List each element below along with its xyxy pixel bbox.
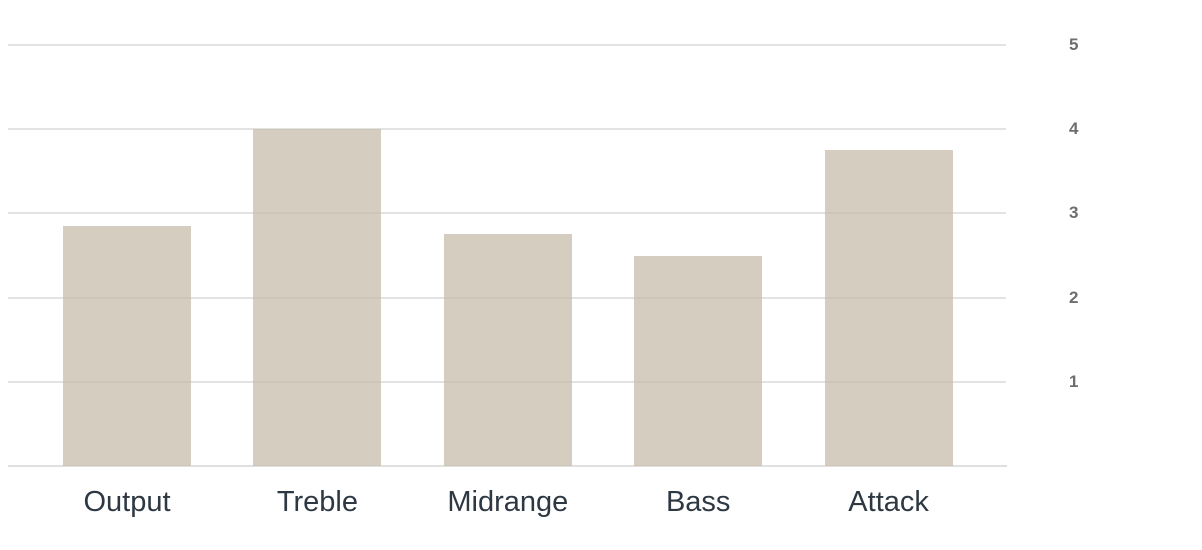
x-axis-category-label: Treble	[276, 486, 358, 518]
gridline	[8, 212, 1006, 215]
y-axis-tick-label: 5	[1069, 35, 1079, 54]
gridline	[8, 128, 1006, 131]
x-axis-line	[8, 465, 1007, 467]
x-axis-category-label: Midrange	[447, 486, 569, 518]
y-axis-tick-label: 3	[1069, 203, 1079, 223]
y-axis-tick-label: 1	[1069, 371, 1079, 391]
bar-attack	[824, 150, 953, 466]
gridline	[8, 44, 1006, 46]
bar-midrange	[443, 234, 572, 466]
x-axis-category-label: Attack	[848, 486, 929, 518]
bar-bass	[634, 255, 763, 466]
x-axis-category-label: Output	[83, 486, 171, 518]
bar-treble	[253, 129, 382, 466]
y-axis-tick-label: 2	[1069, 287, 1079, 307]
bar-output	[63, 226, 191, 466]
x-axis-category-label: Bass	[665, 486, 731, 518]
y-axis-tick-label: 4	[1069, 119, 1079, 139]
